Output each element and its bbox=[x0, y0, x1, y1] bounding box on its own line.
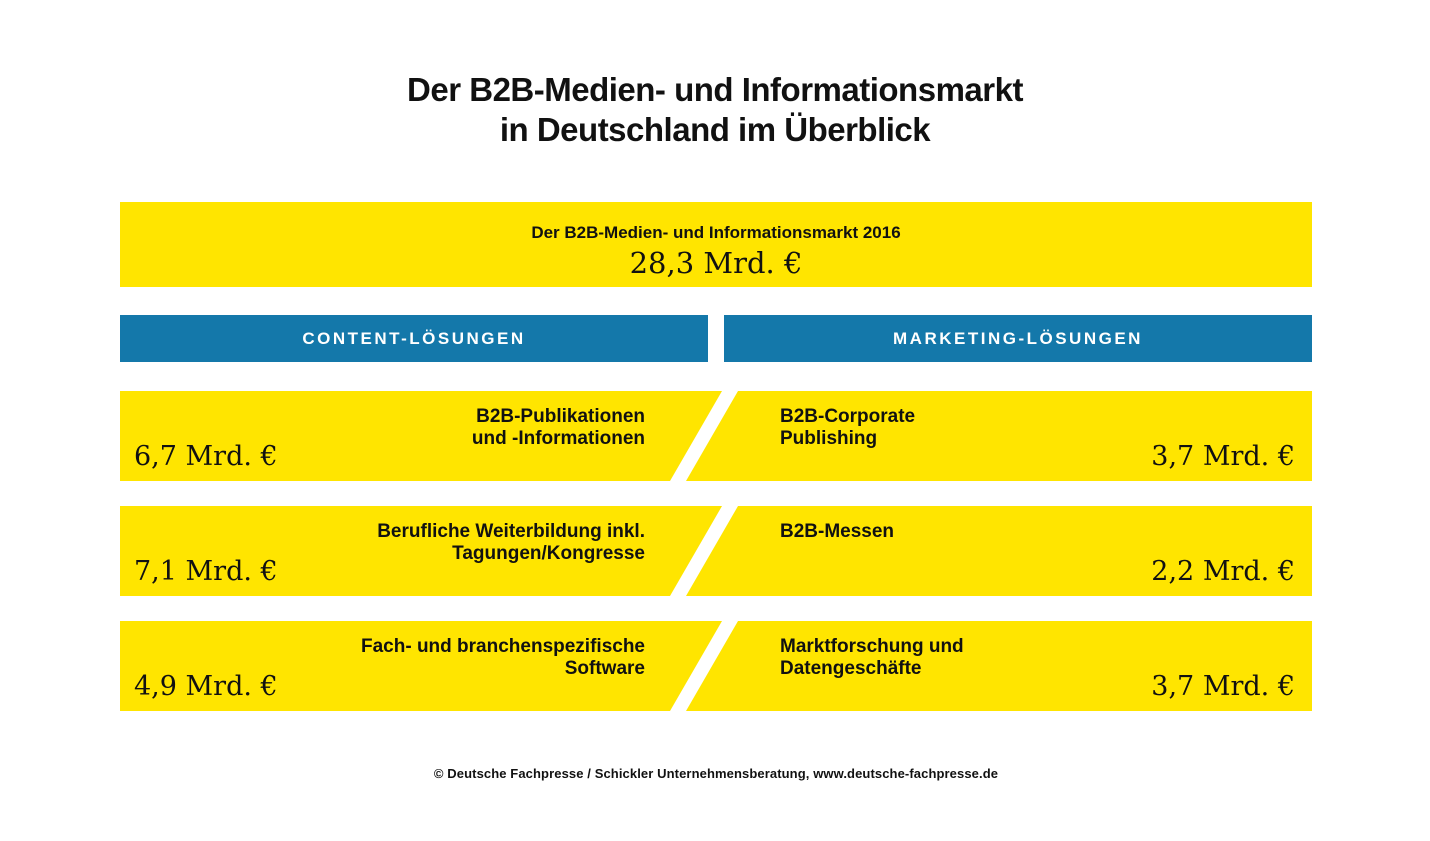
left-segment-label-line1: B2B-Publikationen bbox=[476, 406, 645, 427]
left-segment-label-line2: Software bbox=[564, 658, 645, 679]
page-title-line2: in Deutschland im Überblick bbox=[499, 111, 931, 148]
right-segment-label-line1: B2B-Messen bbox=[780, 521, 895, 542]
left-segment-label: Fach- und branchenspezifische Software bbox=[361, 636, 645, 680]
total-market-label: Der B2B-Medien- und Informationsmarkt 20… bbox=[531, 223, 901, 242]
right-segment-value: 2,2 Mrd. € bbox=[1151, 556, 1295, 587]
column-header-marketing-loesungen: MARKETING-LÖSUNGEN bbox=[724, 315, 1312, 362]
left-segment-value: 7,1 Mrd. € bbox=[134, 556, 278, 587]
right-segment-value: 3,7 Mrd. € bbox=[1151, 671, 1295, 702]
left-segment-bar bbox=[120, 621, 722, 711]
total-market-banner: Der B2B-Medien- und Informationsmarkt 20… bbox=[120, 202, 1312, 287]
right-segment-label-line2: Publishing bbox=[780, 428, 878, 449]
column-headers: CONTENT-LÖSUNGEN MARKETING-LÖSUNGEN bbox=[120, 315, 1312, 362]
right-segment-label: Marktforschung und Datengeschäfte bbox=[780, 636, 964, 680]
right-segment-bar bbox=[686, 506, 1312, 596]
right-segment-label-line2: Datengeschäfte bbox=[780, 658, 922, 679]
left-segment-label: Berufliche Weiterbildung inkl. Tagungen/… bbox=[377, 521, 645, 565]
left-segment-label-line2: Tagungen/Kongresse bbox=[452, 543, 645, 564]
left-segment-value: 4,9 Mrd. € bbox=[134, 671, 278, 702]
left-segment-label: B2B-Publikationen und -Informationen bbox=[472, 406, 645, 450]
left-segment-label-line1: Berufliche Weiterbildung inkl. bbox=[377, 521, 645, 542]
segment-row-2: Berufliche Weiterbildung inkl. Tagungen/… bbox=[120, 506, 1312, 596]
total-market-value: 28,3 Mrd. € bbox=[629, 246, 803, 280]
page-title: Der B2B-Medien- und Informationsmarkt in… bbox=[0, 70, 1430, 150]
segment-row-1: B2B-Publikationen und -Informationen 6,7… bbox=[120, 391, 1312, 481]
left-segment-value: 6,7 Mrd. € bbox=[134, 441, 278, 472]
left-segment-bar bbox=[120, 391, 722, 481]
right-segment-label-line1: Marktforschung und bbox=[780, 636, 964, 657]
column-header-content-loesungen: CONTENT-LÖSUNGEN bbox=[120, 315, 708, 362]
left-segment-bar bbox=[120, 506, 722, 596]
left-segment-label-line2: und -Informationen bbox=[471, 428, 645, 449]
segment-row-3: Fach- und branchenspezifische Software 4… bbox=[120, 621, 1312, 711]
right-segment-bar bbox=[686, 621, 1312, 711]
right-segment-label: B2B-Corporate Publishing bbox=[780, 406, 915, 450]
right-segment-label: B2B-Messen bbox=[780, 521, 894, 543]
left-segment-label-line1: Fach- und branchenspezifische bbox=[361, 636, 645, 657]
page-title-line1: Der B2B-Medien- und Informationsmarkt bbox=[407, 71, 1023, 108]
right-segment-label-line1: B2B-Corporate bbox=[780, 406, 916, 427]
right-segment-bar bbox=[686, 391, 1312, 481]
right-segment-value: 3,7 Mrd. € bbox=[1151, 441, 1295, 472]
footer-credit: © Deutsche Fachpresse / Schickler Untern… bbox=[433, 766, 999, 781]
